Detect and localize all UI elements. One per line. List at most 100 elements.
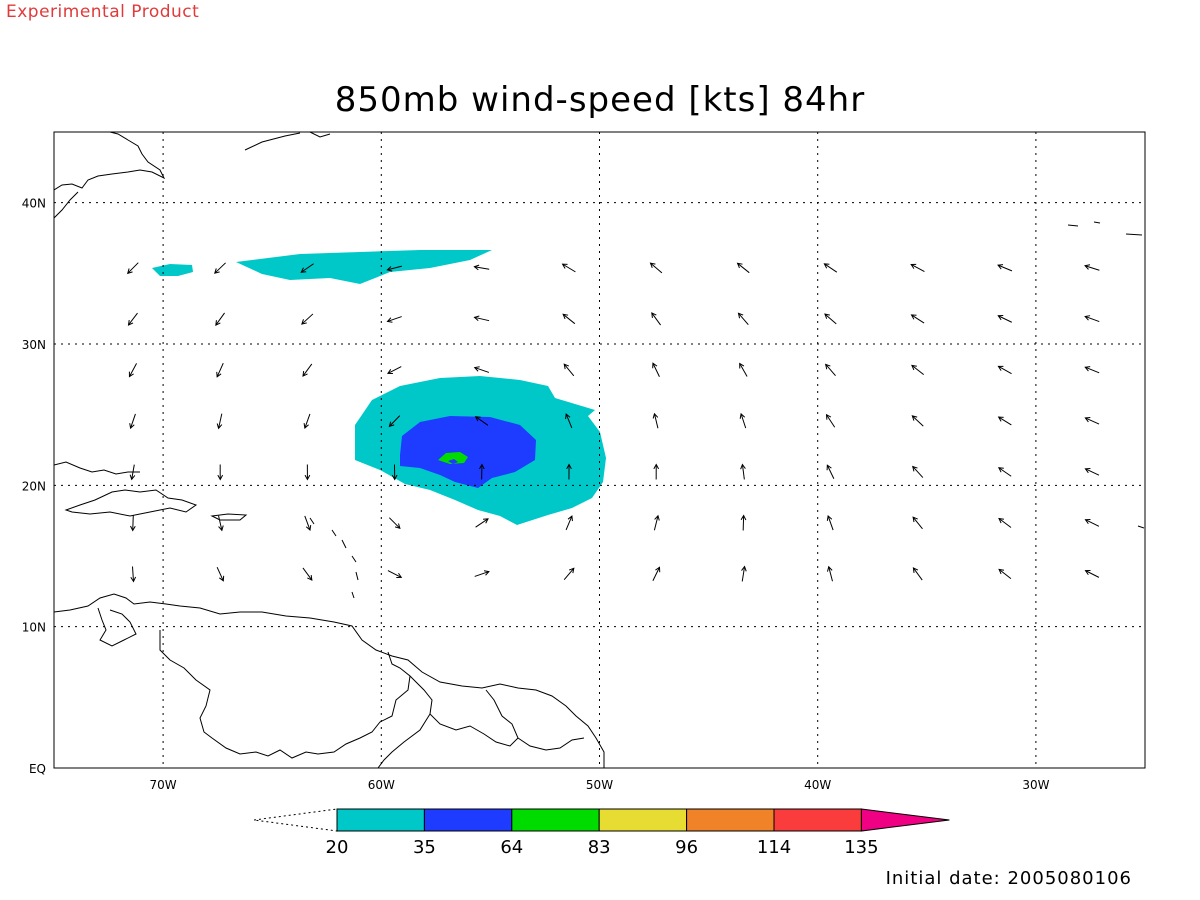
wind-arrow (300, 263, 314, 273)
wind-arrow (218, 515, 224, 532)
lon-tick-labels: 70W 60W 50W 40W 30W (150, 778, 1050, 792)
colorbar-level-label: 114 (757, 837, 791, 858)
wind-arrow (563, 567, 575, 581)
lon-tick-label: 60W (368, 778, 395, 792)
lon-tick-label: 40W (804, 778, 831, 792)
wind-arrow (474, 570, 490, 577)
colorbar: 20 35 64 83 96 114 135 (253, 808, 950, 858)
product-label: Experimental Product (6, 2, 200, 22)
wind-arrow (740, 514, 747, 531)
chart-title: 850mb wind-speed [kts] 84hr (334, 80, 866, 120)
colorbar-level-label: 64 (500, 837, 523, 858)
border-guyana-suriname (409, 675, 519, 747)
wind-band-35kt (400, 416, 536, 488)
wind-arrow (998, 517, 1012, 528)
wind-arrow (565, 515, 573, 531)
wind-arrow (910, 263, 925, 272)
wind-arrow (391, 464, 398, 481)
wind-arrow (651, 312, 662, 326)
wind-arrow (1084, 315, 1100, 323)
colorbar-level-label: 135 (844, 837, 878, 858)
wind-band-20kt-north (236, 250, 492, 284)
wind-arrow (1084, 569, 1100, 578)
wind-arrow (653, 514, 660, 531)
coastline-lesser-antilles (309, 517, 359, 599)
wind-arrow (216, 413, 223, 430)
wind-arrow (649, 262, 663, 274)
wind-arrow (826, 514, 834, 531)
lat-tick-label: 30N (22, 338, 46, 352)
wind-arrow (912, 465, 924, 478)
wind-arrow (1084, 417, 1100, 425)
colorbar-segment (773, 808, 862, 832)
wind-arrow (912, 516, 923, 530)
wind-arrow (386, 316, 402, 323)
wind-arrow (215, 312, 225, 326)
wind-arrow (388, 415, 401, 428)
coastline-puerto-rico (210, 513, 248, 521)
lat-tick-label: 40N (22, 197, 46, 211)
wind-arrow (739, 412, 747, 429)
wind-arrow (652, 362, 660, 377)
lon-tick-label: 70W (150, 778, 177, 792)
wind-arrow (563, 363, 575, 377)
wind-arrow (130, 515, 136, 532)
colorbar-segment (336, 808, 425, 832)
wind-speed-shading (152, 250, 606, 525)
lat-tick-label: EQ (29, 762, 46, 776)
wind-arrow (825, 413, 836, 428)
wind-arrow (998, 568, 1012, 580)
wind-band-64kt-eye (448, 459, 458, 464)
coastlines (54, 132, 1145, 768)
wind-arrow (129, 413, 136, 430)
wind-arrow (473, 315, 490, 322)
wind-arrow (216, 362, 224, 378)
wind-arrow (823, 263, 838, 273)
wind-vectors (126, 262, 1100, 583)
wind-arrow (217, 464, 224, 481)
wind-arrow (997, 264, 1013, 272)
wind-arrow (997, 416, 1012, 426)
wind-arrow (301, 313, 314, 325)
wind-arrow (474, 416, 489, 426)
wind-arrow (1084, 264, 1100, 271)
wind-arrow (473, 366, 490, 373)
wind-arrow (737, 312, 749, 325)
wind-arrow (911, 364, 925, 376)
colorbar-segment (511, 808, 600, 832)
colorbar-level-label: 96 (675, 837, 698, 858)
wind-arrow (911, 415, 924, 427)
lon-tick-label: 50W (586, 778, 613, 792)
colorbar-segment (423, 808, 513, 832)
colorbar-upper-arrow (860, 808, 950, 832)
wind-arrow (304, 464, 311, 481)
border-venezuela-guyana (159, 630, 411, 759)
map-frame (53, 131, 1146, 769)
wind-arrow (824, 363, 836, 376)
wind-arrow (827, 565, 833, 582)
wind-arrow (387, 366, 402, 375)
wind-arrow (387, 570, 403, 579)
wind-arrow (741, 565, 747, 582)
wind-arrow (739, 362, 748, 377)
wind-arrow (997, 314, 1012, 323)
graticule (54, 132, 1145, 768)
wind-arrow (561, 263, 576, 273)
wind-arrow (214, 262, 226, 274)
wind-arrow (736, 262, 750, 274)
colorbar-level-label: 83 (588, 837, 611, 858)
coastline-cape-verde (1137, 525, 1145, 529)
coastline-hispaniola (64, 489, 198, 517)
lon-tick-label: 30W (1022, 778, 1049, 792)
lat-tick-label: 20N (22, 479, 46, 493)
wind-arrow (566, 463, 572, 480)
colorbar-segment (686, 808, 775, 832)
wind-arrow (740, 463, 746, 480)
wind-arrow (565, 413, 573, 429)
wind-arrow (912, 567, 923, 581)
coastline-azores (1067, 221, 1143, 236)
colorbar-lower-arrow (253, 808, 338, 832)
wind-arrow (653, 463, 660, 480)
wind-arrow (562, 313, 576, 325)
